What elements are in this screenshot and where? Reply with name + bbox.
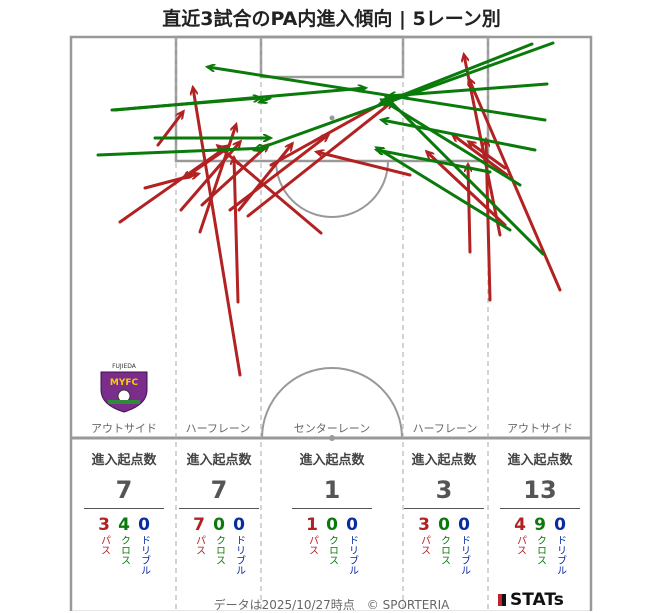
pass-count: 3 xyxy=(98,515,110,535)
pass-arrow xyxy=(200,145,268,207)
lane-stats-outside-right: 進入起点数 13 4 パス 9 クロス 0 ドリブル xyxy=(490,450,590,575)
pass-label: パス xyxy=(193,535,205,555)
entry-total: 7 xyxy=(84,472,164,509)
pass-count: 3 xyxy=(418,515,430,535)
pass-arrow xyxy=(427,152,507,227)
penalty-spot xyxy=(329,115,335,121)
dribble-count: 0 xyxy=(554,515,566,535)
stats-logo-icon xyxy=(498,594,506,606)
dribble-count: 0 xyxy=(346,515,358,535)
pass-arrow xyxy=(218,146,323,235)
dribble-count: 0 xyxy=(233,515,245,535)
cross-label: クロス xyxy=(326,535,338,565)
penalty-arc xyxy=(275,160,389,218)
cross-arrow xyxy=(96,148,266,157)
footer-credit: データは2025/10/27時点 © SPORTERIA xyxy=(213,598,450,612)
entry-total: 3 xyxy=(404,472,484,509)
lane-label: アウトサイド xyxy=(91,422,157,435)
pass-arrow xyxy=(118,146,228,224)
stats-header: 進入起点数 xyxy=(91,453,157,468)
cross-arrow xyxy=(377,150,492,174)
pass-arrow xyxy=(317,152,412,177)
cross-arrow xyxy=(377,148,512,232)
lane-label: センターレーン xyxy=(294,422,370,435)
lane-label: ハーフレーン xyxy=(413,422,478,435)
pass-label: パス xyxy=(418,535,430,555)
pass-label: パス xyxy=(514,535,526,555)
pass-arrow xyxy=(143,174,198,190)
pass-arrow xyxy=(179,142,240,212)
pass-label: パス xyxy=(306,535,318,555)
cross-label: クロス xyxy=(118,535,130,565)
entry-total: 7 xyxy=(179,472,259,509)
club-logo: FUJIEDA MYFC xyxy=(100,363,148,413)
cross-count: 4 xyxy=(118,515,130,535)
pass-count: 1 xyxy=(306,515,318,535)
dribble-label: ドリブル xyxy=(554,535,566,575)
dribble-count: 0 xyxy=(458,515,470,535)
cross-arrow xyxy=(389,82,549,96)
cross-arrow xyxy=(382,100,522,187)
pass-arrow xyxy=(193,88,242,377)
cross-count: 9 xyxy=(534,515,546,535)
cross-arrow xyxy=(208,67,547,122)
center-spot xyxy=(329,435,335,441)
cross-count: 0 xyxy=(326,515,338,535)
cross-label: クロス xyxy=(534,535,546,565)
cross-label: クロス xyxy=(438,535,450,565)
lane-stats-center: 進入起点数 1 1 パス 0 クロス 0 ドリブル xyxy=(282,450,382,575)
pass-arrow xyxy=(237,144,292,212)
logo-center-text: MYFC xyxy=(110,378,139,388)
brand-logo: STATs xyxy=(498,590,564,610)
lane-stats-halfspace-right: 進入起点数 3 3 パス 0 クロス 0 ドリブル xyxy=(394,450,494,575)
entry-total: 13 xyxy=(500,472,580,509)
dribble-label: ドリブル xyxy=(346,535,358,575)
lane-stats-outside-left: 進入起点数 7 3 パス 4 クロス 0 ドリブル xyxy=(74,450,174,575)
pass-arrow xyxy=(469,79,562,292)
dribble-label: ドリブル xyxy=(233,535,245,575)
stats-header: 進入起点数 xyxy=(299,453,365,468)
pass-arrow xyxy=(156,112,183,147)
lane-label: アウトサイド xyxy=(507,422,573,435)
stats-header: 進入起点数 xyxy=(507,453,573,468)
pass-arrow xyxy=(198,125,236,234)
penalty-area xyxy=(174,35,490,163)
dribble-count: 0 xyxy=(138,515,150,535)
pass-count: 4 xyxy=(514,515,526,535)
lane-dividers xyxy=(175,37,489,611)
dribble-label: ドリブル xyxy=(138,535,150,575)
entry-total: 1 xyxy=(292,472,372,509)
cross-arrow xyxy=(110,98,260,112)
center-circle xyxy=(261,367,403,439)
brand-text: STATs xyxy=(510,590,564,610)
cross-count: 0 xyxy=(213,515,225,535)
cross-label: クロス xyxy=(213,535,225,565)
logo-top-text: FUJIEDA xyxy=(112,363,137,370)
chart-title: 直近3試合のPA内進入傾向 | 5レーン別 xyxy=(162,8,501,30)
pass-arrow xyxy=(234,158,240,304)
lane-stats-halfspace-left: 進入起点数 7 7 パス 0 クロス 0 ドリブル xyxy=(169,450,269,575)
pass-arrow xyxy=(469,142,507,170)
pass-arrow xyxy=(246,102,392,218)
stats-header: 進入起点数 xyxy=(411,453,477,468)
pass-count: 7 xyxy=(193,515,205,535)
stats-header: 進入起点数 xyxy=(186,453,252,468)
cross-arrow xyxy=(386,97,545,256)
pass-arrow xyxy=(228,135,328,212)
cross-arrow xyxy=(382,120,537,152)
pass-label: パス xyxy=(98,535,110,555)
dribble-label: ドリブル xyxy=(458,535,470,575)
cross-count: 0 xyxy=(438,515,450,535)
lane-label: ハーフレーン xyxy=(186,422,251,435)
goal-area xyxy=(259,35,405,79)
pass-arrow xyxy=(453,135,509,177)
